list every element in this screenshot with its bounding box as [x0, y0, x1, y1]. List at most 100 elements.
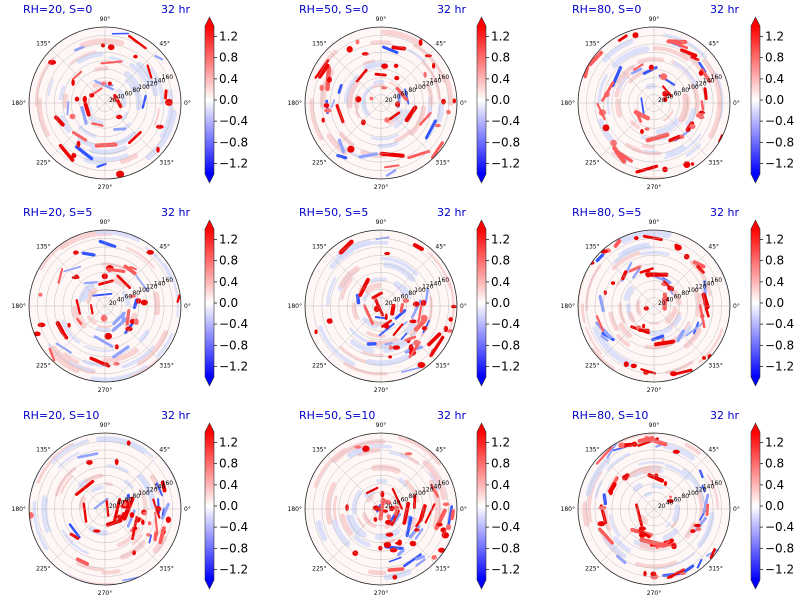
- background-streak: [346, 515, 361, 537]
- radial-tick-label: 160: [438, 277, 450, 284]
- colorbar-extend-top: [205, 17, 214, 26]
- background-streak: [637, 57, 664, 64]
- radial-tick-label: 120: [695, 487, 707, 494]
- blue-cell: [66, 100, 70, 116]
- angle-tick-label: 315°: [708, 565, 722, 572]
- background-streak: [645, 83, 656, 90]
- colorbar-tick-label: −0.8: [765, 338, 794, 352]
- colorbar-tick-label: 1.2: [491, 30, 510, 44]
- red-cell: [326, 318, 333, 324]
- panel-title: RH=50, S=10: [299, 409, 375, 422]
- background-streak: [650, 484, 664, 490]
- red-cell: [101, 82, 107, 86]
- red-cell: [369, 96, 374, 101]
- angular-gridline: [104, 252, 159, 307]
- red-cell: [132, 550, 136, 556]
- panel-time-label: 32 hr: [710, 409, 739, 422]
- background-streak: [121, 345, 155, 369]
- red-cell: [346, 46, 353, 53]
- background-streak: [618, 322, 633, 339]
- background-streak: [606, 452, 630, 471]
- colorbar-tick-label: 0.8: [491, 254, 510, 268]
- radial-tick-label: 20: [385, 300, 393, 307]
- red-cell: [126, 440, 131, 446]
- red-cell: [669, 495, 672, 499]
- angle-tick-label: 90°: [376, 422, 387, 429]
- angular-gridline: [600, 252, 655, 307]
- red-cell: [390, 303, 396, 316]
- red-cell: [448, 317, 453, 322]
- blue-cell: [616, 554, 627, 565]
- red-cell: [643, 570, 647, 577]
- red-cell: [92, 529, 101, 533]
- colorbar-tick-label: −0.4: [765, 520, 794, 534]
- red-cell: [622, 475, 628, 481]
- background-streak: [365, 354, 410, 366]
- background-streak: [119, 153, 138, 164]
- radial-tick-label: 140: [430, 280, 442, 287]
- red-cell: [689, 123, 696, 129]
- red-cell: [419, 111, 432, 126]
- red-cell: [668, 135, 681, 143]
- red-cell: [72, 131, 88, 142]
- red-cell: [388, 505, 395, 512]
- radial-tick-label: 60: [125, 90, 133, 97]
- background-streak: [339, 266, 360, 288]
- angle-tick-label: 180°: [288, 100, 302, 107]
- red-cell: [438, 547, 446, 553]
- blue-cell: [595, 253, 605, 263]
- background-streak: [336, 239, 371, 259]
- colorbar-tick-label: −0.8: [219, 541, 248, 555]
- colorbar-tick-label: −0.4: [219, 114, 248, 128]
- panel-title: RH=80, S=5: [572, 206, 641, 219]
- radial-tick-label: 80: [132, 493, 140, 500]
- red-cell: [374, 298, 384, 317]
- blue-cell: [403, 553, 422, 568]
- background-streak: [136, 330, 169, 366]
- red-cell: [354, 445, 362, 449]
- background-streak: [354, 109, 361, 118]
- red-cell: [698, 304, 706, 329]
- background-streak: [78, 125, 97, 138]
- angle-tick-label: 270°: [98, 590, 112, 597]
- angle-tick-label: 0°: [733, 100, 740, 107]
- colorbar-tick-label: −1.2: [765, 156, 794, 170]
- blue-cell: [651, 334, 665, 342]
- red-cell: [436, 522, 443, 527]
- red-cell: [669, 371, 678, 377]
- background-streak: [125, 246, 155, 269]
- angular-gridline: [600, 102, 655, 157]
- angle-tick-label: 315°: [159, 362, 173, 369]
- angle-tick-label: 45°: [435, 244, 446, 251]
- background-streak: [138, 329, 150, 343]
- background-streak: [652, 46, 689, 61]
- red-cell: [146, 250, 154, 255]
- colorbar-extend-top: [751, 220, 760, 229]
- background-streak: [370, 133, 400, 141]
- background-streak: [118, 89, 127, 108]
- background-streak: [145, 109, 177, 161]
- angular-gridline: [51, 252, 106, 307]
- background-streak: [363, 62, 377, 71]
- red-cell: [610, 281, 616, 285]
- radial-tick-label: 160: [438, 480, 450, 487]
- red-cell: [639, 537, 665, 548]
- red-cell: [140, 299, 148, 306]
- angle-tick-label: 315°: [159, 565, 173, 572]
- red-cell: [55, 321, 65, 335]
- background-streak: [590, 347, 615, 372]
- red-cell: [76, 317, 83, 326]
- background-streak: [136, 61, 159, 97]
- red-cell: [644, 436, 668, 447]
- red-cell: [107, 44, 115, 51]
- background-streak: [159, 89, 173, 138]
- radial-tick-label: 80: [681, 493, 689, 500]
- background-streak: [78, 496, 86, 510]
- radial-tick-label: 140: [430, 483, 442, 490]
- red-cell: [392, 574, 398, 580]
- background-streak: [616, 333, 631, 347]
- panel-title: RH=80, S=10: [572, 409, 648, 422]
- radial-tick-label: 40: [666, 500, 674, 507]
